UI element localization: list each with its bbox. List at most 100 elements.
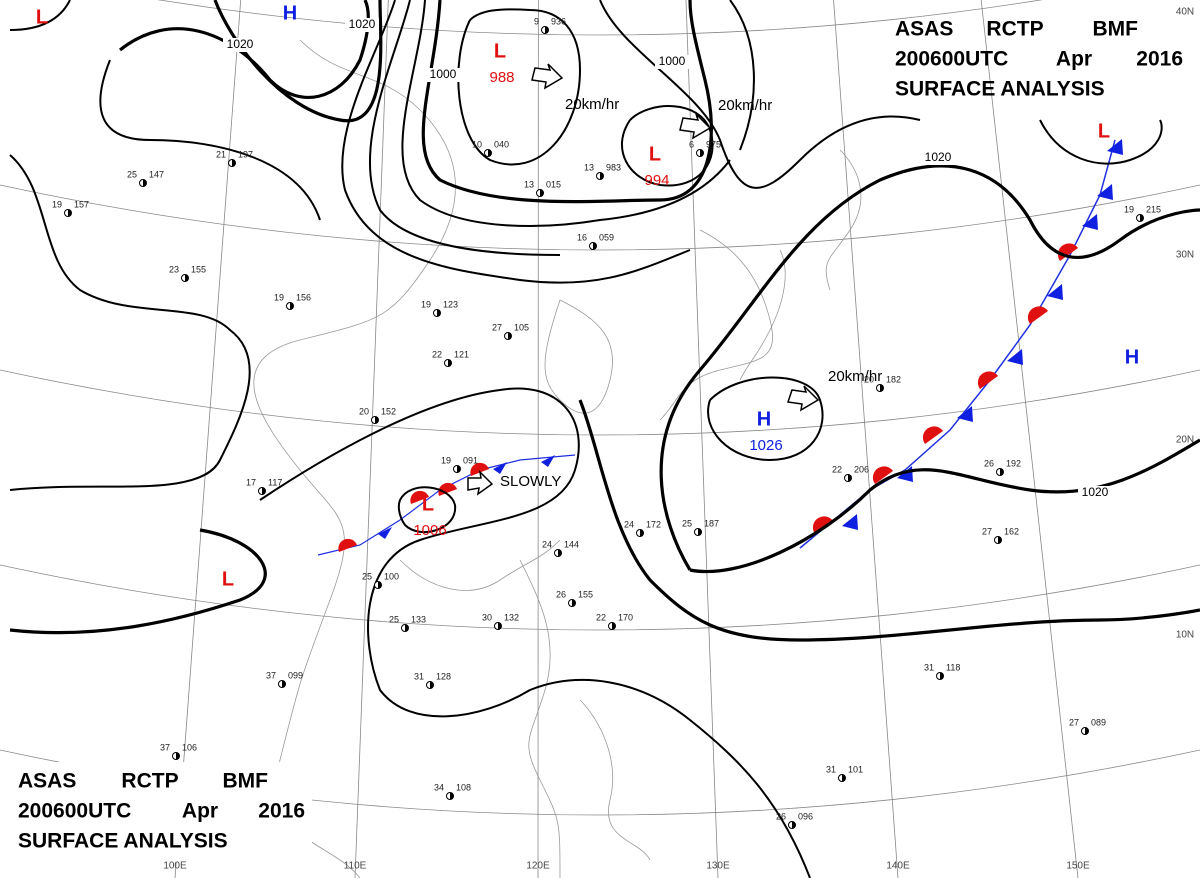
cold-front-symbol	[1007, 349, 1023, 365]
cold-front-symbol	[541, 455, 555, 467]
longitude-label: 110E	[344, 861, 367, 872]
station-temp: 16	[577, 232, 587, 242]
cold-front-symbol	[378, 527, 392, 539]
station-pressure: 975	[706, 139, 721, 149]
station-pressure: 118	[946, 662, 960, 672]
station-temp: 22	[832, 464, 842, 474]
station-cover	[572, 599, 576, 607]
warm-front-symbol	[470, 462, 489, 476]
station-temp: 20	[864, 374, 874, 384]
station-cover	[940, 672, 944, 680]
station-pressure: 187	[704, 518, 719, 528]
pressure-center-symbol: H	[283, 2, 297, 24]
station-temp: 26	[984, 458, 994, 468]
pressure-center-value: 1026	[749, 437, 782, 454]
station-temp: 22	[432, 349, 442, 359]
pressure-center-symbol: L	[222, 568, 234, 590]
longitude-label: 100E	[163, 861, 187, 872]
motion-arrows	[467, 63, 820, 496]
pressure-center-symbol: L	[494, 40, 506, 62]
warm-front-symbol	[872, 466, 893, 484]
header-bottom: ASAS RCTP BMF 200600UTC Apr 2016 SURFACE…	[12, 762, 312, 862]
header-line: SURFACE ANALYSIS	[895, 78, 1105, 101]
station-pressure: 197	[238, 149, 253, 159]
isobar-label: 1000	[659, 54, 686, 68]
isobar-label-bg	[345, 18, 379, 32]
motion-label: 20km/hr	[828, 368, 882, 385]
station-cover	[488, 149, 492, 157]
station-temp: 27	[982, 526, 992, 536]
station-temp: 25	[127, 169, 137, 179]
station-pressure: 144	[564, 539, 579, 549]
isobar-label: 1020	[925, 150, 952, 164]
station-temp: 26	[776, 811, 786, 821]
meridian	[833, 0, 899, 878]
station-cover	[282, 680, 286, 688]
station-pressure: 106	[182, 742, 197, 752]
cold-front-symbol	[1107, 139, 1123, 155]
station-pressure: 132	[504, 612, 519, 622]
station-cover	[68, 209, 72, 217]
station-pressure: 936	[551, 16, 566, 26]
header-box	[12, 762, 312, 862]
station-temp: 34	[434, 782, 444, 792]
header-word: Apr	[182, 800, 218, 823]
station-pressure: 152	[381, 406, 396, 416]
station-cover	[792, 821, 796, 829]
station-temp: 27	[1069, 717, 1079, 727]
longitude-label: 140E	[886, 861, 910, 872]
pressure-center-value: 1006	[413, 522, 446, 539]
station-cover	[232, 159, 236, 167]
station-cover	[290, 302, 294, 310]
station-pressure: 983	[606, 162, 621, 172]
station-temp: 24	[624, 519, 634, 529]
parallel	[0, 184, 1200, 251]
station-pressure: 206	[854, 464, 869, 474]
station-temp: 6	[689, 139, 694, 149]
station-cover	[405, 624, 409, 632]
station-cover	[508, 332, 512, 340]
station-cover	[558, 549, 562, 557]
station-cover	[437, 309, 441, 317]
station-pressure: 108	[456, 782, 471, 792]
station-temp: 24	[542, 539, 552, 549]
station-pressure: 170	[618, 612, 633, 622]
station-pressure: 099	[288, 670, 303, 680]
pressure-center-value: 994	[644, 172, 669, 189]
cold-front-symbol	[493, 462, 507, 474]
pressure-center-symbol: L	[422, 493, 434, 515]
longitude-label: 130E	[706, 861, 730, 872]
isobar-label: 1020	[349, 17, 376, 31]
station-cover	[262, 487, 266, 495]
station-temp: 31	[924, 662, 934, 672]
station-temp: 23	[169, 264, 179, 274]
station-temp: 37	[266, 670, 276, 680]
station-cover	[998, 536, 1002, 544]
station-temp: 31	[414, 671, 424, 681]
header-word: 200600UTC	[18, 800, 131, 823]
header-word: 2016	[1136, 48, 1183, 71]
header-word: RCTP	[121, 770, 178, 793]
station-cover	[1140, 214, 1144, 222]
parallel	[157, 0, 1043, 36]
pressure-center-symbol: L	[649, 143, 661, 165]
warm-front-symbol	[922, 426, 943, 444]
parallel	[0, 369, 1200, 436]
station-temp: 9	[534, 16, 539, 26]
station-pressure: 096	[798, 811, 813, 821]
meridian	[354, 0, 389, 878]
station-temp: 26	[556, 589, 566, 599]
station-pressure: 040	[494, 139, 509, 149]
station-pressure: 182	[886, 374, 901, 384]
station-temp: 13	[584, 162, 594, 172]
station-pressure: 128	[436, 671, 451, 681]
station-pressure: 091	[463, 455, 478, 465]
station-pressure: 089	[1091, 717, 1106, 727]
warm-front-symbol	[438, 482, 457, 496]
isobar-label-bg	[655, 55, 689, 69]
station-temp: 17	[246, 477, 256, 487]
station-temp: 10	[472, 139, 482, 149]
header-top: ASAS RCTP BMF 200600UTC Apr 2016 SURFACE…	[895, 18, 1183, 101]
station-cover	[176, 752, 180, 760]
latitude-label: 30N	[1176, 250, 1194, 261]
